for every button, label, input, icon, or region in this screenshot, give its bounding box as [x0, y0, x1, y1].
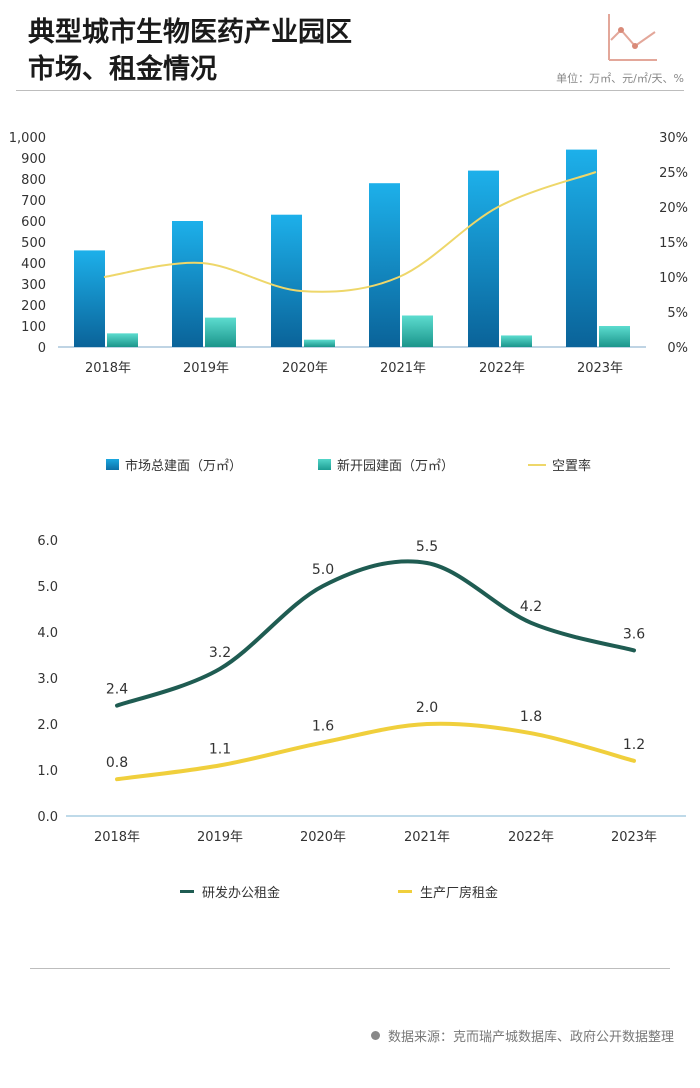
y-left-tick-label: 0 — [38, 341, 46, 356]
y-tick-label: 6.0 — [37, 534, 58, 549]
bar-total — [271, 214, 302, 347]
bar-new — [599, 326, 630, 347]
legend-swatch-vacancy — [528, 463, 546, 466]
y-right-tick-label: 15% — [659, 236, 688, 251]
bar-total — [172, 221, 203, 347]
legend-vacancy: 空置率 — [528, 455, 591, 474]
legend-label-vacancy: 空置率 — [552, 459, 592, 474]
y-right-tick-label: 30% — [659, 131, 688, 146]
y-left-tick-label: 900 — [21, 152, 46, 167]
legend-label-factory: 生产厂房租金 — [420, 886, 499, 901]
x-tick-label: 2021年 — [404, 830, 450, 845]
page-title: 典型城市生物医药产业园区 市场、租金情况 — [28, 14, 352, 88]
y-right-tick-label: 0% — [667, 341, 688, 356]
x-tick-label: 2021年 — [380, 361, 426, 376]
data-label: 5.0 — [312, 562, 334, 578]
x-tick-label: 2020年 — [282, 361, 328, 376]
y-tick-label: 5.0 — [37, 580, 58, 595]
source-text: 数据来源：克而瑞产城数据库、政府公开数据整理 — [387, 1030, 674, 1045]
legend-rd-rent: 研发办公租金 — [180, 882, 280, 901]
legend-swatch-rd — [180, 890, 194, 893]
bar-new — [501, 335, 532, 347]
data-label: 1.6 — [312, 718, 334, 734]
y-tick-label: 4.0 — [37, 626, 58, 641]
data-label: 1.1 — [209, 741, 231, 757]
legend-factory-rent: 生产厂房租金 — [398, 882, 498, 901]
y-left-tick-label: 300 — [21, 278, 46, 293]
bar-new — [107, 333, 138, 347]
vacancy-line — [103, 171, 597, 293]
legend-swatch-factory — [398, 890, 412, 893]
y-tick-label: 2.0 — [37, 718, 58, 733]
y-tick-label: 3.0 — [37, 672, 58, 687]
legend-total-area: 市场总建面（万㎡） — [106, 455, 242, 474]
legend-label-total: 市场总建面（万㎡） — [125, 459, 243, 474]
bar-total — [468, 170, 499, 347]
title-line-2: 市场、租金情况 — [28, 54, 217, 85]
y-right-tick-label: 20% — [659, 201, 688, 216]
y-left-tick-label: 600 — [21, 215, 46, 230]
data-label: 5.5 — [416, 539, 438, 555]
footer-divider — [30, 968, 670, 969]
x-tick-label: 2018年 — [94, 830, 140, 845]
y-left-tick-label: 800 — [21, 173, 46, 188]
bar-total — [74, 250, 105, 347]
y-right-tick-label: 10% — [659, 271, 688, 286]
bar-new — [304, 339, 335, 347]
x-tick-label: 2019年 — [197, 830, 243, 845]
title-line-1: 典型城市生物医药产业园区 — [28, 17, 352, 48]
data-label: 0.8 — [106, 755, 128, 771]
data-label: 1.2 — [623, 737, 645, 753]
rd-rent-line — [115, 559, 636, 708]
y-left-tick-label: 500 — [21, 236, 46, 251]
legend-swatch-total — [106, 459, 119, 470]
legend-swatch-new — [318, 459, 331, 470]
data-label: 3.2 — [209, 645, 231, 661]
data-label: 4.2 — [520, 599, 542, 615]
legend-label-rd: 研发办公租金 — [202, 886, 281, 901]
x-tick-label: 2020年 — [300, 830, 346, 845]
bar-new — [205, 317, 236, 347]
y-tick-label: 0.0 — [37, 810, 58, 825]
y-tick-label: 1.0 — [37, 764, 58, 779]
y-left-tick-label: 700 — [21, 194, 46, 209]
y-left-tick-label: 200 — [21, 299, 46, 314]
x-tick-label: 2022年 — [508, 830, 554, 845]
bullet-dot-icon — [370, 1031, 380, 1040]
data-label: 1.8 — [520, 709, 542, 725]
bar-total — [369, 183, 400, 347]
data-label: 3.6 — [623, 626, 645, 642]
y-right-tick-label: 25% — [659, 166, 688, 181]
chart-rent: 0.0 1.0 2.0 3.0 4.0 5.0 6.0 2018年 2019年 2020年 2021… — [37, 534, 686, 845]
bar-total — [566, 149, 597, 347]
source-note: 数据来源：克而瑞产城数据库、政府公开数据整理 — [370, 1026, 674, 1045]
y-left-tick-label: 400 — [21, 257, 46, 272]
y-left-tick-label: 100 — [21, 320, 46, 335]
chart-market-area: 0 100 200 300 400 500 600 700 800 900 1,000 0% 5% 10%… — [9, 131, 688, 376]
chart-logo-icon — [608, 14, 657, 61]
x-tick-label: 2023年 — [577, 361, 623, 376]
y-left-tick-label: 1,000 — [9, 131, 46, 146]
legend-label-new: 新开园建面（万㎡） — [337, 459, 455, 474]
factory-rent-line — [115, 721, 636, 782]
x-tick-label: 2022年 — [479, 361, 525, 376]
data-label: 2.0 — [416, 700, 438, 716]
header-divider — [16, 90, 684, 91]
bar-new — [402, 315, 433, 347]
x-tick-label: 2019年 — [183, 361, 229, 376]
y-right-tick-label: 5% — [667, 306, 688, 321]
x-tick-label: 2023年 — [611, 830, 657, 845]
legend-new-area: 新开园建面（万㎡） — [318, 455, 454, 474]
unit-label: 单位：万㎡、元/㎡/天、% — [556, 72, 684, 85]
data-label: 2.4 — [106, 682, 128, 698]
x-tick-label: 2018年 — [85, 361, 131, 376]
